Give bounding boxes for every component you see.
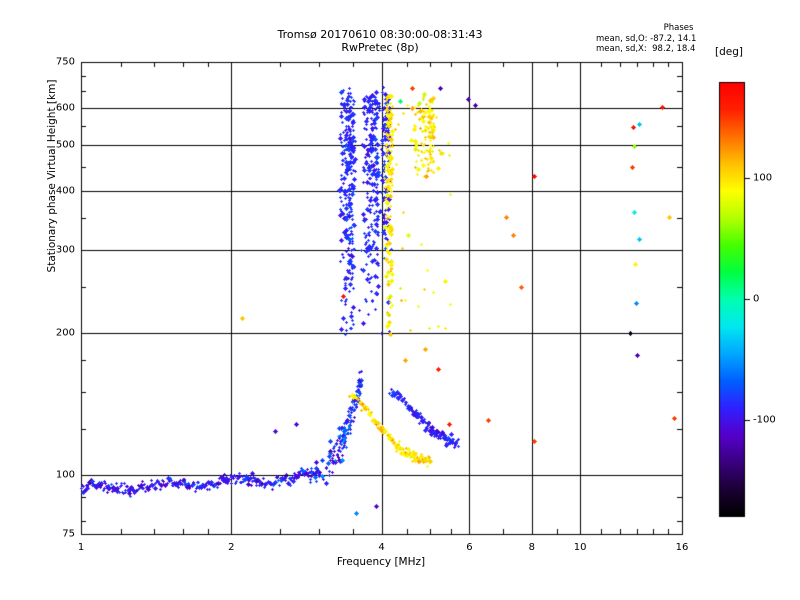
y-tick-500: 500 — [55, 139, 75, 151]
x-tick-10: 10 — [573, 542, 587, 553]
y-tick-600: 600 — [55, 102, 75, 114]
y-tick-200: 200 — [55, 327, 75, 339]
y-tick-300: 300 — [55, 244, 75, 256]
x-tick-8: 8 — [528, 542, 535, 553]
y-tick-400: 400 — [55, 185, 75, 197]
x-tick-16: 16 — [675, 542, 689, 553]
x-tick-4: 4 — [378, 542, 385, 553]
x-axis-label: Frequency [MHz] — [336, 556, 426, 568]
x-tick-6: 6 — [466, 542, 473, 553]
colorbar-unit-label: [deg] — [715, 46, 743, 58]
x-tick-2: 2 — [228, 542, 235, 553]
y-tick-750: 750 — [55, 56, 75, 68]
y-tick-100: 100 — [55, 469, 75, 481]
y-tick-75: 75 — [62, 528, 75, 540]
x-tick-1: 1 — [77, 542, 85, 553]
colorbar-tick--100: -100 — [753, 414, 776, 426]
colorbar-tick-100: 100 — [753, 172, 773, 184]
colorbar-tick-0: 0 — [753, 293, 760, 305]
